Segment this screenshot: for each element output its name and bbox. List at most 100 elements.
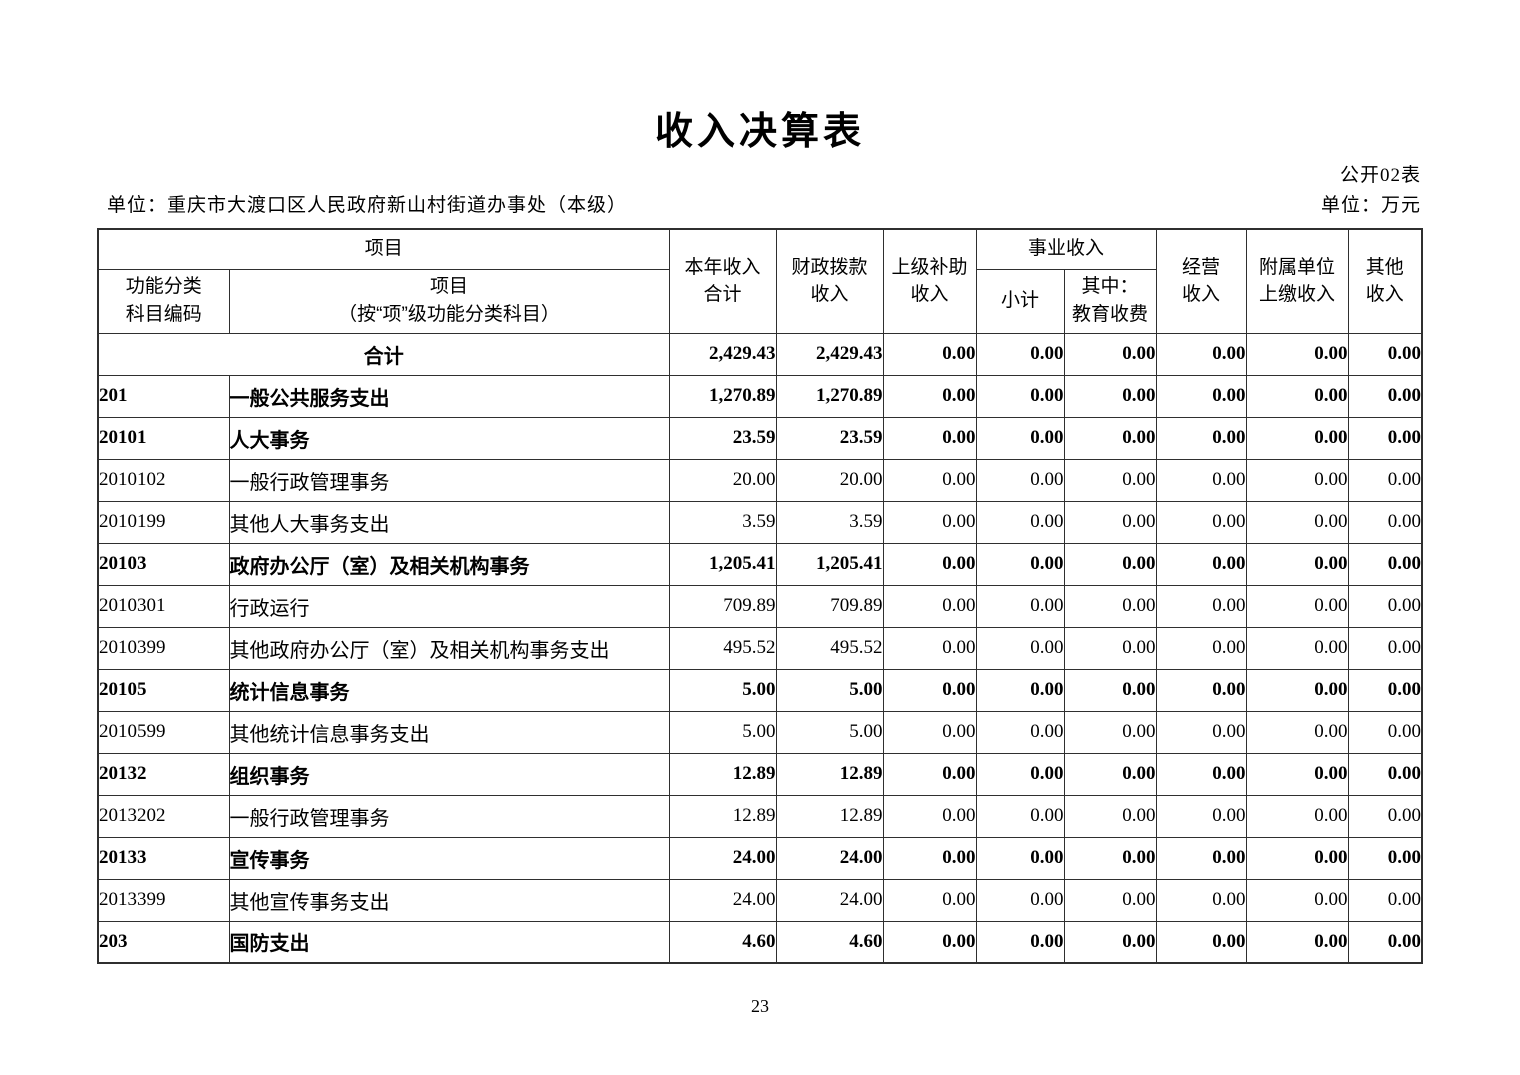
- row-value: 0.00: [1063, 584, 1157, 628]
- header-fiscal-appropriation: 财政拨款 收入: [775, 228, 884, 334]
- row-value: 0.00: [882, 920, 977, 964]
- public-table-label: 公开02表: [1339, 165, 1421, 186]
- meta-line: 单位：重庆市大渡口区人民政府新山村街道办事处（本级） 单位：万元: [97, 190, 1421, 217]
- row-project-name: 人大事务: [228, 416, 670, 460]
- row-value: 0.00: [1155, 668, 1247, 712]
- row-function-code: 2013399: [97, 878, 230, 922]
- row-project-name: 其他政府办公厅（室）及相关机构事务支出: [228, 626, 670, 670]
- row-value: 0.00: [1063, 332, 1157, 376]
- row-value: 0.00: [1155, 374, 1247, 418]
- row-project-name: 其他统计信息事务支出: [228, 710, 670, 754]
- row-value: 0.00: [975, 416, 1065, 460]
- row-value: 0.00: [1155, 878, 1247, 922]
- row-value: 709.89: [775, 584, 884, 628]
- row-value: 0.00: [1155, 500, 1247, 544]
- row-value: 0.00: [1347, 752, 1423, 796]
- row-value: 0.00: [1347, 542, 1423, 586]
- row-value: 0.00: [975, 626, 1065, 670]
- table-row: 2013399 其他宣传事务支出 24.00 24.00 0.00 0.00 0.00 0.0…: [97, 878, 1423, 922]
- row-value: 0.00: [1245, 626, 1349, 670]
- row-value: 0.00: [1347, 710, 1423, 754]
- header-education-fee: 其中： 教育收费: [1063, 268, 1157, 334]
- table-row: 2010102 一般行政管理事务 20.00 20.00 0.00 0.00 0.00 0.0…: [97, 458, 1423, 502]
- row-value: 0.00: [975, 794, 1065, 838]
- income-table-container: 项目 本年收入 合计 财政拨款 收入 上级补助 收入 事业收入 经营 收入 附属…: [97, 228, 1424, 964]
- row-value: 0.00: [1063, 878, 1157, 922]
- table-header: 项目 本年收入 合计 财政拨款 收入 上级补助 收入 事业收入 经营 收入 附属…: [97, 228, 1423, 334]
- row-value: 0.00: [1155, 416, 1247, 460]
- row-value: 23.59: [775, 416, 884, 460]
- row-value: 0.00: [1063, 668, 1157, 712]
- row-value: 0.00: [1155, 752, 1247, 796]
- row-value: 1,270.89: [775, 374, 884, 418]
- row-function-code: 20103: [97, 542, 230, 586]
- row-value: 0.00: [882, 836, 977, 880]
- row-value: 24.00: [775, 878, 884, 922]
- reporting-unit-label: 单位：重庆市大渡口区人民政府新山村街道办事处（本级）: [107, 195, 628, 216]
- table-row: 20101 人大事务 23.59 23.59 0.00 0.00 0.00 0.00 0.00 0…: [97, 416, 1423, 460]
- row-value: 0.00: [1347, 332, 1423, 376]
- row-project-name: 宣传事务: [228, 836, 670, 880]
- row-project-name: 统计信息事务: [228, 668, 670, 712]
- row-value: 23.59: [668, 416, 777, 460]
- row-value: 0.00: [882, 458, 977, 502]
- row-total-label: 合计: [97, 332, 670, 376]
- header-business-subtotal: 小计: [975, 268, 1065, 334]
- row-function-code: 201: [97, 374, 230, 418]
- table-row: 2010399 其他政府办公厅（室）及相关机构事务支出 495.52 495.52 0.…: [97, 626, 1423, 670]
- row-value: 709.89: [668, 584, 777, 628]
- table-body: 合计 2,429.43 2,429.43 0.00 0.00 0.00 0.00 0.00 0.…: [97, 332, 1423, 964]
- table-row: 20105 统计信息事务 5.00 5.00 0.00 0.00 0.00 0.00 0.00 0…: [97, 668, 1423, 712]
- row-value: 0.00: [882, 332, 977, 376]
- row-value: 0.00: [1245, 458, 1349, 502]
- row-value: 2,429.43: [775, 332, 884, 376]
- row-value: 0.00: [882, 500, 977, 544]
- row-value: 0.00: [1347, 794, 1423, 838]
- row-value: 0.00: [1347, 836, 1423, 880]
- row-value: 0.00: [975, 878, 1065, 922]
- row-value: 0.00: [1063, 458, 1157, 502]
- table-row: 20103 政府办公厅（室）及相关机构事务 1,205.41 1,205.41 0.00…: [97, 542, 1423, 586]
- row-value: 5.00: [775, 710, 884, 754]
- row-project-name: 其他人大事务支出: [228, 500, 670, 544]
- row-value: 0.00: [1245, 374, 1349, 418]
- row-value: 0.00: [1347, 458, 1423, 502]
- row-value: 0.00: [882, 626, 977, 670]
- row-value: 0.00: [882, 878, 977, 922]
- row-function-code: 20101: [97, 416, 230, 460]
- row-value: 5.00: [668, 710, 777, 754]
- row-value: 0.00: [1245, 332, 1349, 376]
- row-value: 0.00: [1063, 794, 1157, 838]
- row-value: 0.00: [975, 458, 1065, 502]
- row-project-name: 一般公共服务支出: [228, 374, 670, 418]
- row-project-name: 其他宣传事务支出: [228, 878, 670, 922]
- row-value: 0.00: [975, 668, 1065, 712]
- row-value: 1,205.41: [775, 542, 884, 586]
- row-value: 0.00: [1347, 920, 1423, 964]
- row-function-code: 2010199: [97, 500, 230, 544]
- row-value: 0.00: [975, 710, 1065, 754]
- row-value: 0.00: [1347, 626, 1423, 670]
- row-project-name: 一般行政管理事务: [228, 794, 670, 838]
- row-value: 0.00: [1155, 542, 1247, 586]
- row-value: 0.00: [1245, 878, 1349, 922]
- row-value: 0.00: [1063, 416, 1157, 460]
- table-row: 20133 宣传事务 24.00 24.00 0.00 0.00 0.00 0.00 0.00 0…: [97, 836, 1423, 880]
- header-function-code: 功能分类 科目编码: [97, 268, 230, 334]
- income-table: 项目 本年收入 合计 财政拨款 收入 上级补助 收入 事业收入 经营 收入 附属…: [97, 228, 1424, 964]
- row-value: 0.00: [1063, 500, 1157, 544]
- row-value: 0.00: [1155, 710, 1247, 754]
- row-value: 0.00: [1063, 920, 1157, 964]
- row-value: 0.00: [1347, 878, 1423, 922]
- table-row: 2010301 行政运行 709.89 709.89 0.00 0.00 0.00 0.00 0…: [97, 584, 1423, 628]
- row-value: 0.00: [975, 752, 1065, 796]
- page-number: 23: [751, 996, 769, 1016]
- row-value: 12.89: [668, 752, 777, 796]
- row-value: 0.00: [1155, 920, 1247, 964]
- row-function-code: 20132: [97, 752, 230, 796]
- row-value: 0.00: [975, 836, 1065, 880]
- currency-unit-label: 单位：万元: [1320, 195, 1421, 216]
- row-value: 0.00: [1347, 374, 1423, 418]
- row-value: 0.00: [975, 332, 1065, 376]
